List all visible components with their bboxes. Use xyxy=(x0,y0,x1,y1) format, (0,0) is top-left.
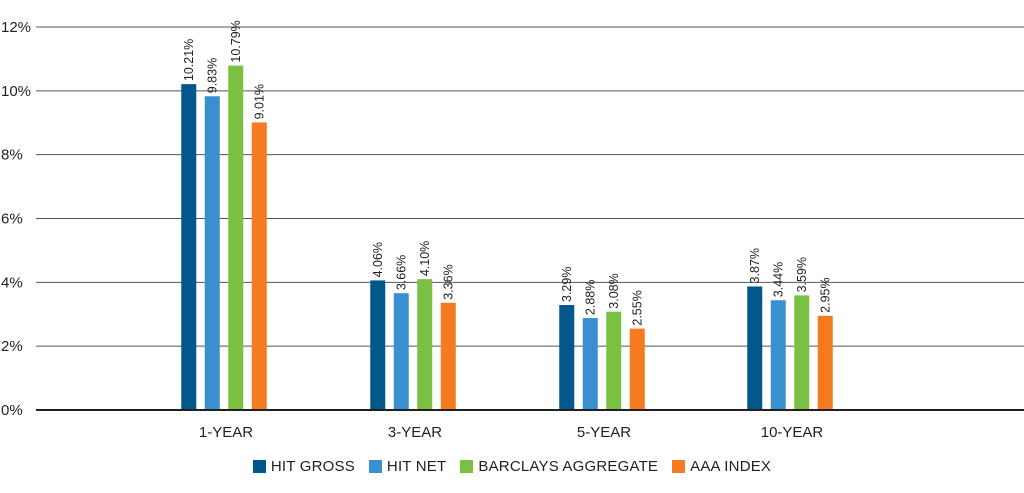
bar-barclays-aggregate-5-year xyxy=(606,311,622,410)
bar-hit-net-3-year xyxy=(393,293,409,410)
data-label: 3.29% xyxy=(560,267,574,302)
y-tick-label: 12% xyxy=(1,19,31,36)
bar-hit-gross-5-year xyxy=(559,304,575,410)
bar-barclays-aggregate-1-year xyxy=(228,65,244,410)
bar-hit-net-10-year xyxy=(770,300,786,410)
data-label: 9.01% xyxy=(253,84,267,119)
x-category-label: 1-YEAR xyxy=(199,424,253,441)
data-label: 4.10% xyxy=(418,241,432,276)
data-label: 3.44% xyxy=(772,262,786,297)
data-label: 2.55% xyxy=(631,290,645,325)
y-tick-label: 10% xyxy=(1,83,31,100)
legend-label: HIT NET xyxy=(386,457,447,475)
data-label: 10.79% xyxy=(229,20,243,62)
bar-aaa-index-1-year xyxy=(251,122,267,410)
data-label: 3.08% xyxy=(607,273,621,308)
y-tick-label: 8% xyxy=(1,147,23,164)
bar-hit-net-5-year xyxy=(582,318,598,410)
data-label: 9.83% xyxy=(206,58,220,93)
x-category-label: 5-YEAR xyxy=(577,424,631,441)
bar-aaa-index-3-year xyxy=(440,302,456,410)
data-label: 2.95% xyxy=(819,277,833,312)
legend-swatch xyxy=(460,459,474,473)
data-label: 4.06% xyxy=(371,242,385,277)
x-category-label: 3-YEAR xyxy=(388,424,442,441)
x-category-label: 10-YEAR xyxy=(761,424,824,441)
bar-hit-gross-10-year xyxy=(747,286,763,410)
legend-item: BARCLAYS AGGREGATE xyxy=(460,458,658,475)
data-label: 3.59% xyxy=(795,257,809,292)
bar-hit-gross-3-year xyxy=(370,280,386,410)
legend-label: BARCLAYS AGGREGATE xyxy=(478,457,659,475)
legend-swatch xyxy=(252,459,266,473)
y-tick-label: 4% xyxy=(1,274,23,291)
y-tick-label: 0% xyxy=(1,402,23,419)
legend-swatch xyxy=(368,459,382,473)
y-tick-label: 2% xyxy=(1,338,23,355)
bar-barclays-aggregate-3-year xyxy=(417,279,433,410)
data-label: 3.66% xyxy=(395,255,409,290)
bar-hit-net-1-year xyxy=(204,96,220,411)
legend-item: AAA INDEX xyxy=(672,458,771,475)
bar-chart: 0% 2% 4% 6% 8% 10% 12% 10.21% 9.83% 10.79% 9.01% 1-… xyxy=(1,19,1024,441)
y-tick-label: 6% xyxy=(1,211,23,228)
data-label: 3.87% xyxy=(748,248,762,283)
bar-hit-gross-1-year xyxy=(181,84,197,411)
data-label: 2.88% xyxy=(584,280,598,315)
chart-legend: HIT GROSS HIT NET BARCLAYS AGGREGATE AAA IN… xyxy=(0,456,1024,476)
bar-aaa-index-5-year xyxy=(629,328,645,410)
data-label: 10.21% xyxy=(182,39,196,81)
bar-aaa-index-10-year xyxy=(817,315,833,410)
data-label: 3.36% xyxy=(442,264,456,299)
bar-barclays-aggregate-10-year xyxy=(794,295,810,410)
legend-item: HIT GROSS xyxy=(252,457,355,475)
legend-label: AAA INDEX xyxy=(690,457,772,475)
legend-item: HIT NET xyxy=(368,457,447,475)
legend-label: HIT GROSS xyxy=(270,457,355,475)
legend-swatch xyxy=(672,459,686,473)
